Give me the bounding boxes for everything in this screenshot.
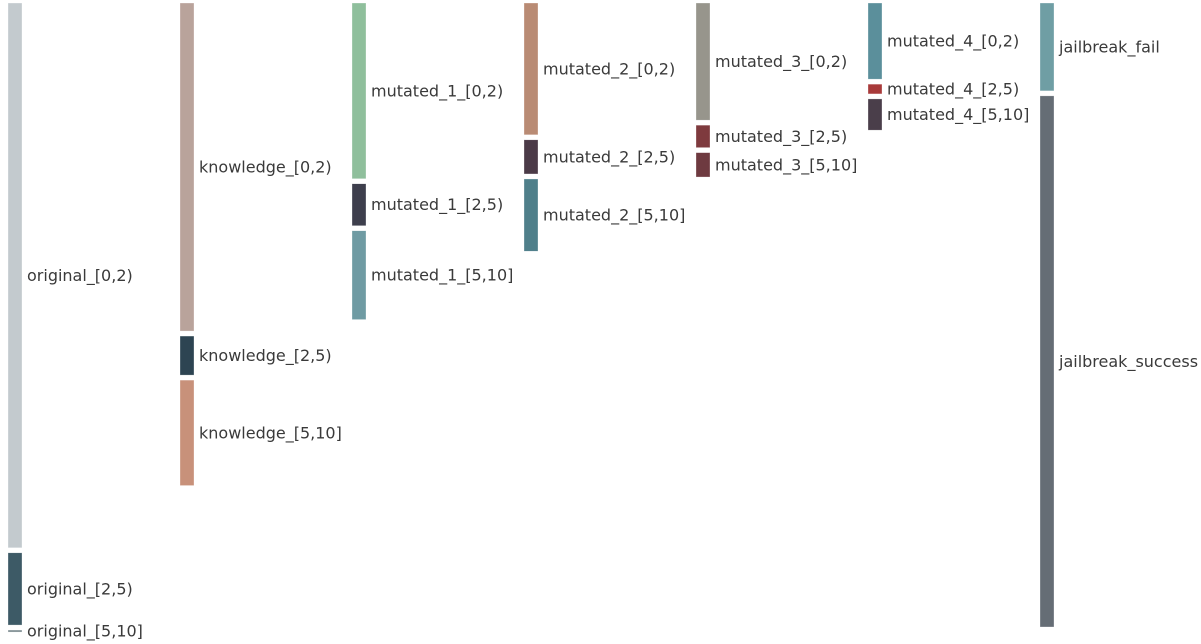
- sankey-node[interactable]: [523, 178, 539, 252]
- sankey-node[interactable]: [351, 2, 367, 179]
- node-label: mutated_3_[0,2): [715, 52, 847, 72]
- node-label: mutated_3_[5,10]: [715, 155, 857, 175]
- sankey-node[interactable]: [867, 98, 883, 131]
- node-label: original_[0,2): [27, 266, 133, 286]
- sankey-node[interactable]: [867, 83, 883, 95]
- sankey-node[interactable]: [1039, 2, 1055, 92]
- node-label: original_[2,5): [27, 579, 133, 599]
- sankey-node[interactable]: [7, 2, 23, 549]
- nodes-layer: [7, 2, 1055, 633]
- sankey-node[interactable]: [179, 379, 195, 486]
- sankey-node[interactable]: [523, 139, 539, 175]
- node-label: original_[5,10]: [27, 622, 143, 642]
- sankey-node[interactable]: [1039, 95, 1055, 628]
- sankey-node[interactable]: [7, 629, 23, 633]
- sankey-node[interactable]: [695, 2, 711, 121]
- node-label: jailbreak_success: [1058, 352, 1198, 372]
- labels-layer: original_[0,2) original_[2,5) original_[5,…: [27, 32, 1198, 642]
- node-label: knowledge_[0,2): [199, 158, 332, 178]
- node-label: mutated_2_[0,2): [543, 59, 675, 79]
- node-label: mutated_2_[2,5): [543, 147, 675, 167]
- sankey-node[interactable]: [695, 124, 711, 148]
- node-label: mutated_3_[2,5): [715, 127, 847, 147]
- node-label: jailbreak_fail: [1058, 37, 1160, 57]
- sankey-node[interactable]: [523, 2, 539, 136]
- sankey-node[interactable]: [179, 2, 195, 332]
- sankey-node[interactable]: [695, 152, 711, 178]
- sankey-node[interactable]: [7, 552, 23, 626]
- sankey-node[interactable]: [867, 2, 883, 80]
- node-label: mutated_4_[0,2): [887, 32, 1019, 52]
- sankey-node[interactable]: [351, 230, 367, 320]
- node-label: knowledge_[5,10]: [199, 423, 342, 443]
- sankey-node[interactable]: [351, 183, 367, 226]
- node-label: mutated_4_[5,10]: [887, 105, 1029, 125]
- node-label: mutated_4_[2,5): [887, 80, 1019, 100]
- node-label: mutated_2_[5,10]: [543, 206, 685, 226]
- node-label: mutated_1_[2,5): [371, 195, 503, 215]
- sankey-node[interactable]: [179, 335, 195, 376]
- node-label: knowledge_[2,5): [199, 346, 332, 366]
- node-label: mutated_1_[0,2): [371, 81, 503, 101]
- node-label: mutated_1_[5,10]: [371, 266, 513, 286]
